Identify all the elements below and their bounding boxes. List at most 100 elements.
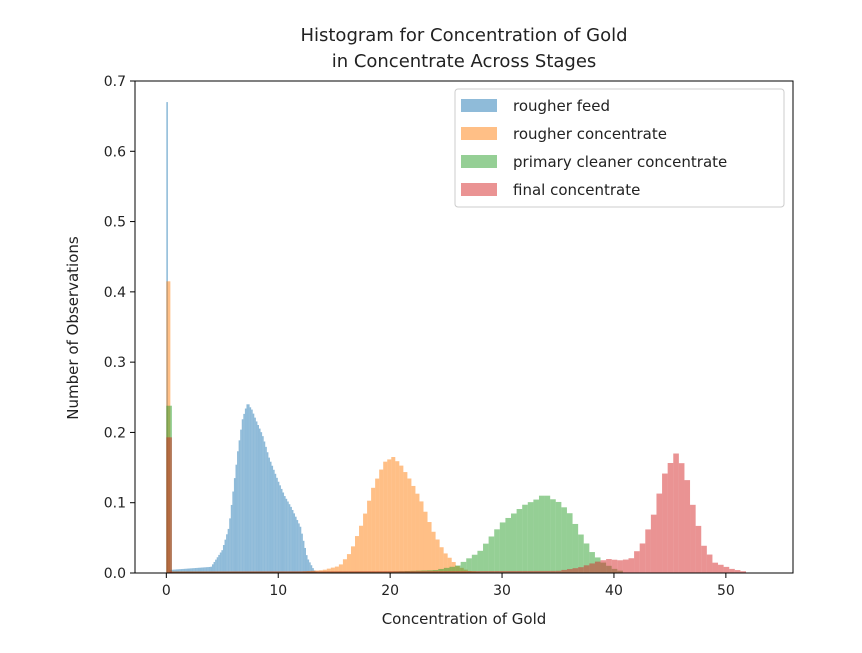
- histogram-bar: [367, 500, 372, 573]
- histogram-bar: [375, 478, 380, 573]
- histogram-bar: [583, 565, 590, 573]
- histogram-bar: [210, 566, 212, 573]
- histogram-bar: [277, 481, 280, 573]
- y-axis-ticks: 0.0 0.1 0.2 0.3 0.4 0.5 0.6 0.7: [104, 74, 135, 582]
- histogram-bar: [600, 560, 607, 573]
- histogram-bar: [488, 571, 495, 573]
- histogram-bar: [235, 464, 238, 573]
- histogram-bar: [701, 545, 707, 573]
- histogram-bar: [257, 425, 259, 573]
- histogram-bar: [285, 498, 288, 573]
- histogram-bar: [447, 557, 452, 573]
- histogram-bar: [443, 553, 448, 573]
- histogram-bar: [284, 496, 286, 573]
- histogram-bar: [295, 516, 297, 573]
- histogram-bar: [262, 436, 264, 573]
- histogram-bar: [628, 558, 635, 573]
- histogram-bar: [706, 554, 713, 573]
- chart-title-line2: in Concentrate Across Stages: [332, 51, 597, 72]
- histogram-bar: [225, 571, 232, 573]
- y-axis-label: Number of Observations: [64, 236, 82, 420]
- histogram-bar: [270, 571, 276, 573]
- series-0: [166, 102, 317, 573]
- histogram-bar: [190, 568, 192, 573]
- histogram-bar: [309, 571, 316, 573]
- histogram-bar: [271, 465, 274, 573]
- legend-label: final concentrate: [513, 181, 640, 199]
- histogram-bar: [395, 461, 400, 573]
- histogram-bar: [438, 568, 444, 573]
- histogram-bar: [477, 571, 484, 573]
- histogram-bar: [263, 441, 266, 573]
- histogram-bar: [259, 571, 265, 573]
- histogram-bar: [488, 536, 495, 573]
- histogram-bar: [248, 404, 250, 573]
- x-tick-label: 10: [269, 583, 287, 599]
- plot-frame: [134, 80, 794, 574]
- histogram-bar: [483, 571, 489, 573]
- histogram-bar: [180, 569, 183, 573]
- histogram-bar: [240, 429, 242, 573]
- histogram-bar: [302, 540, 305, 573]
- histogram-bar: [305, 555, 308, 573]
- histogram-bar: [204, 567, 206, 573]
- histogram-bar: [538, 570, 545, 573]
- histogram-bar: [561, 507, 567, 573]
- histogram-bar: [712, 562, 719, 573]
- histogram-bar: [222, 545, 225, 573]
- histogram-bar: [298, 523, 300, 573]
- histogram-bar: [695, 525, 702, 573]
- histogram-bar: [411, 485, 416, 573]
- histogram-bar: [578, 534, 584, 573]
- histogram-bar: [399, 571, 405, 573]
- histogram-bar: [229, 518, 231, 573]
- legend-box: [454, 88, 785, 208]
- histogram-bar: [246, 404, 249, 573]
- histogram-bar: [199, 567, 202, 573]
- histogram-bar: [193, 568, 195, 573]
- legend-swatch: [461, 155, 497, 168]
- histogram-bar: [544, 570, 551, 573]
- histogram-bar: [533, 499, 539, 573]
- histogram-bar: [264, 571, 271, 573]
- histogram-bar: [251, 409, 253, 573]
- histogram-bar: [221, 550, 223, 573]
- y-tick-label: 0.6: [104, 144, 126, 160]
- histogram-bar: [419, 501, 424, 573]
- histogram-bar: [355, 536, 360, 573]
- legend: rougher feed rougher concentrate primary c…: [454, 88, 785, 208]
- histogram-bar: [438, 571, 444, 573]
- histogram-bar: [427, 571, 433, 573]
- histogram-bar: [258, 428, 261, 573]
- histogram-bar: [304, 547, 306, 573]
- histogram-bar: [254, 417, 256, 573]
- histogram-bar: [383, 461, 388, 573]
- histogram-bar: [312, 568, 314, 573]
- histogram-bar: [606, 559, 612, 573]
- histogram-bar: [449, 566, 456, 573]
- histogram-bar: [667, 463, 674, 573]
- histogram-bar: [343, 571, 349, 573]
- histogram-bar: [466, 571, 472, 573]
- histogram-bar: [237, 451, 239, 573]
- histogram-bar: [376, 571, 383, 573]
- histogram-bar: [166, 437, 172, 573]
- histogram-bar: [460, 561, 467, 573]
- histogram-bar: [505, 517, 511, 573]
- histogram-bar: [287, 501, 289, 573]
- histogram-bar: [279, 485, 281, 573]
- histogram-bar: [214, 571, 221, 573]
- histogram-bar: [213, 561, 216, 573]
- histogram-bar: [594, 561, 601, 573]
- legend-label: rougher feed: [513, 97, 610, 115]
- histogram-bar: [260, 432, 263, 573]
- histogram-bar: [266, 452, 269, 573]
- histogram-bars: [166, 102, 746, 573]
- histogram-bar: [404, 571, 411, 573]
- histogram-bar: [443, 567, 450, 573]
- histogram-bar: [320, 571, 327, 573]
- histogram-bar: [334, 566, 339, 573]
- histogram-bar: [243, 413, 245, 573]
- histogram-bar: [578, 567, 584, 573]
- histogram-bar: [253, 571, 260, 573]
